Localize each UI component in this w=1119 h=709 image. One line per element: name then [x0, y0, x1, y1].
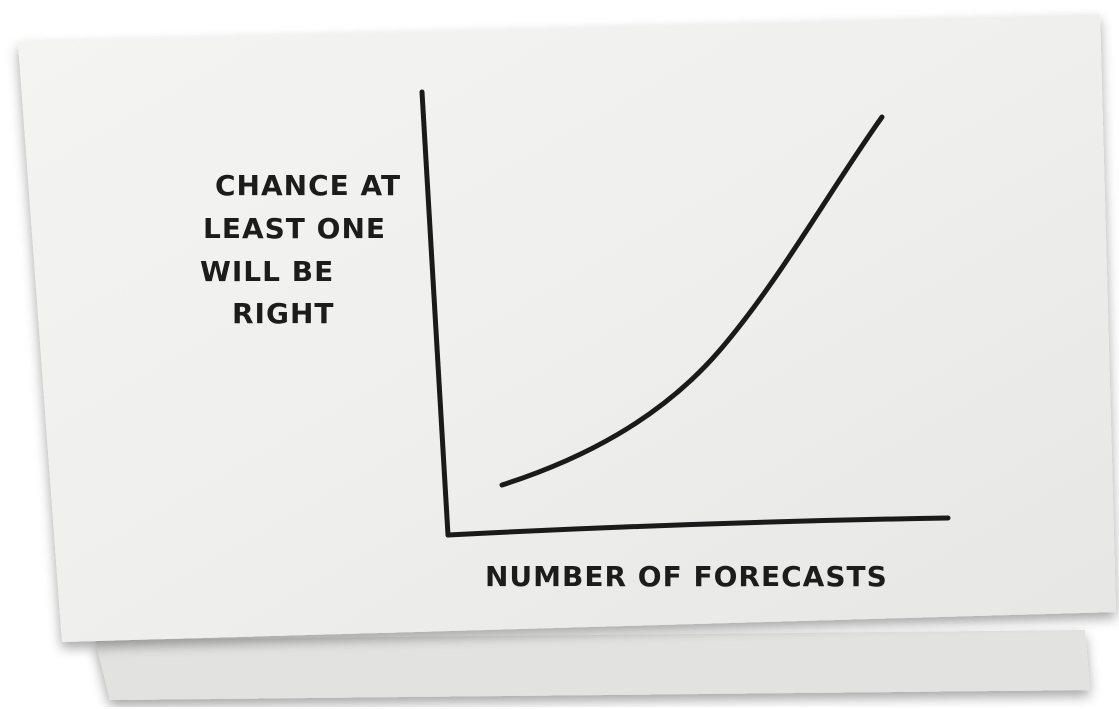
napkin-fold: [95, 630, 1090, 700]
y-axis-label-line: RIGHT: [232, 297, 335, 330]
page: CHANCE AT LEAST ONE WILL BE RIGHT NUMBER…: [0, 0, 1119, 709]
y-axis-label-line: LEAST ONE: [203, 212, 386, 245]
y-axis-label-line: WILL BE: [200, 255, 334, 288]
x-axis-label: NUMBER OF FORECASTS: [485, 560, 888, 593]
napkin-sketch: CHANCE AT LEAST ONE WILL BE RIGHT NUMBER…: [0, 0, 1119, 709]
y-axis-label-line: CHANCE AT: [215, 169, 401, 202]
napkin: [18, 14, 1116, 642]
